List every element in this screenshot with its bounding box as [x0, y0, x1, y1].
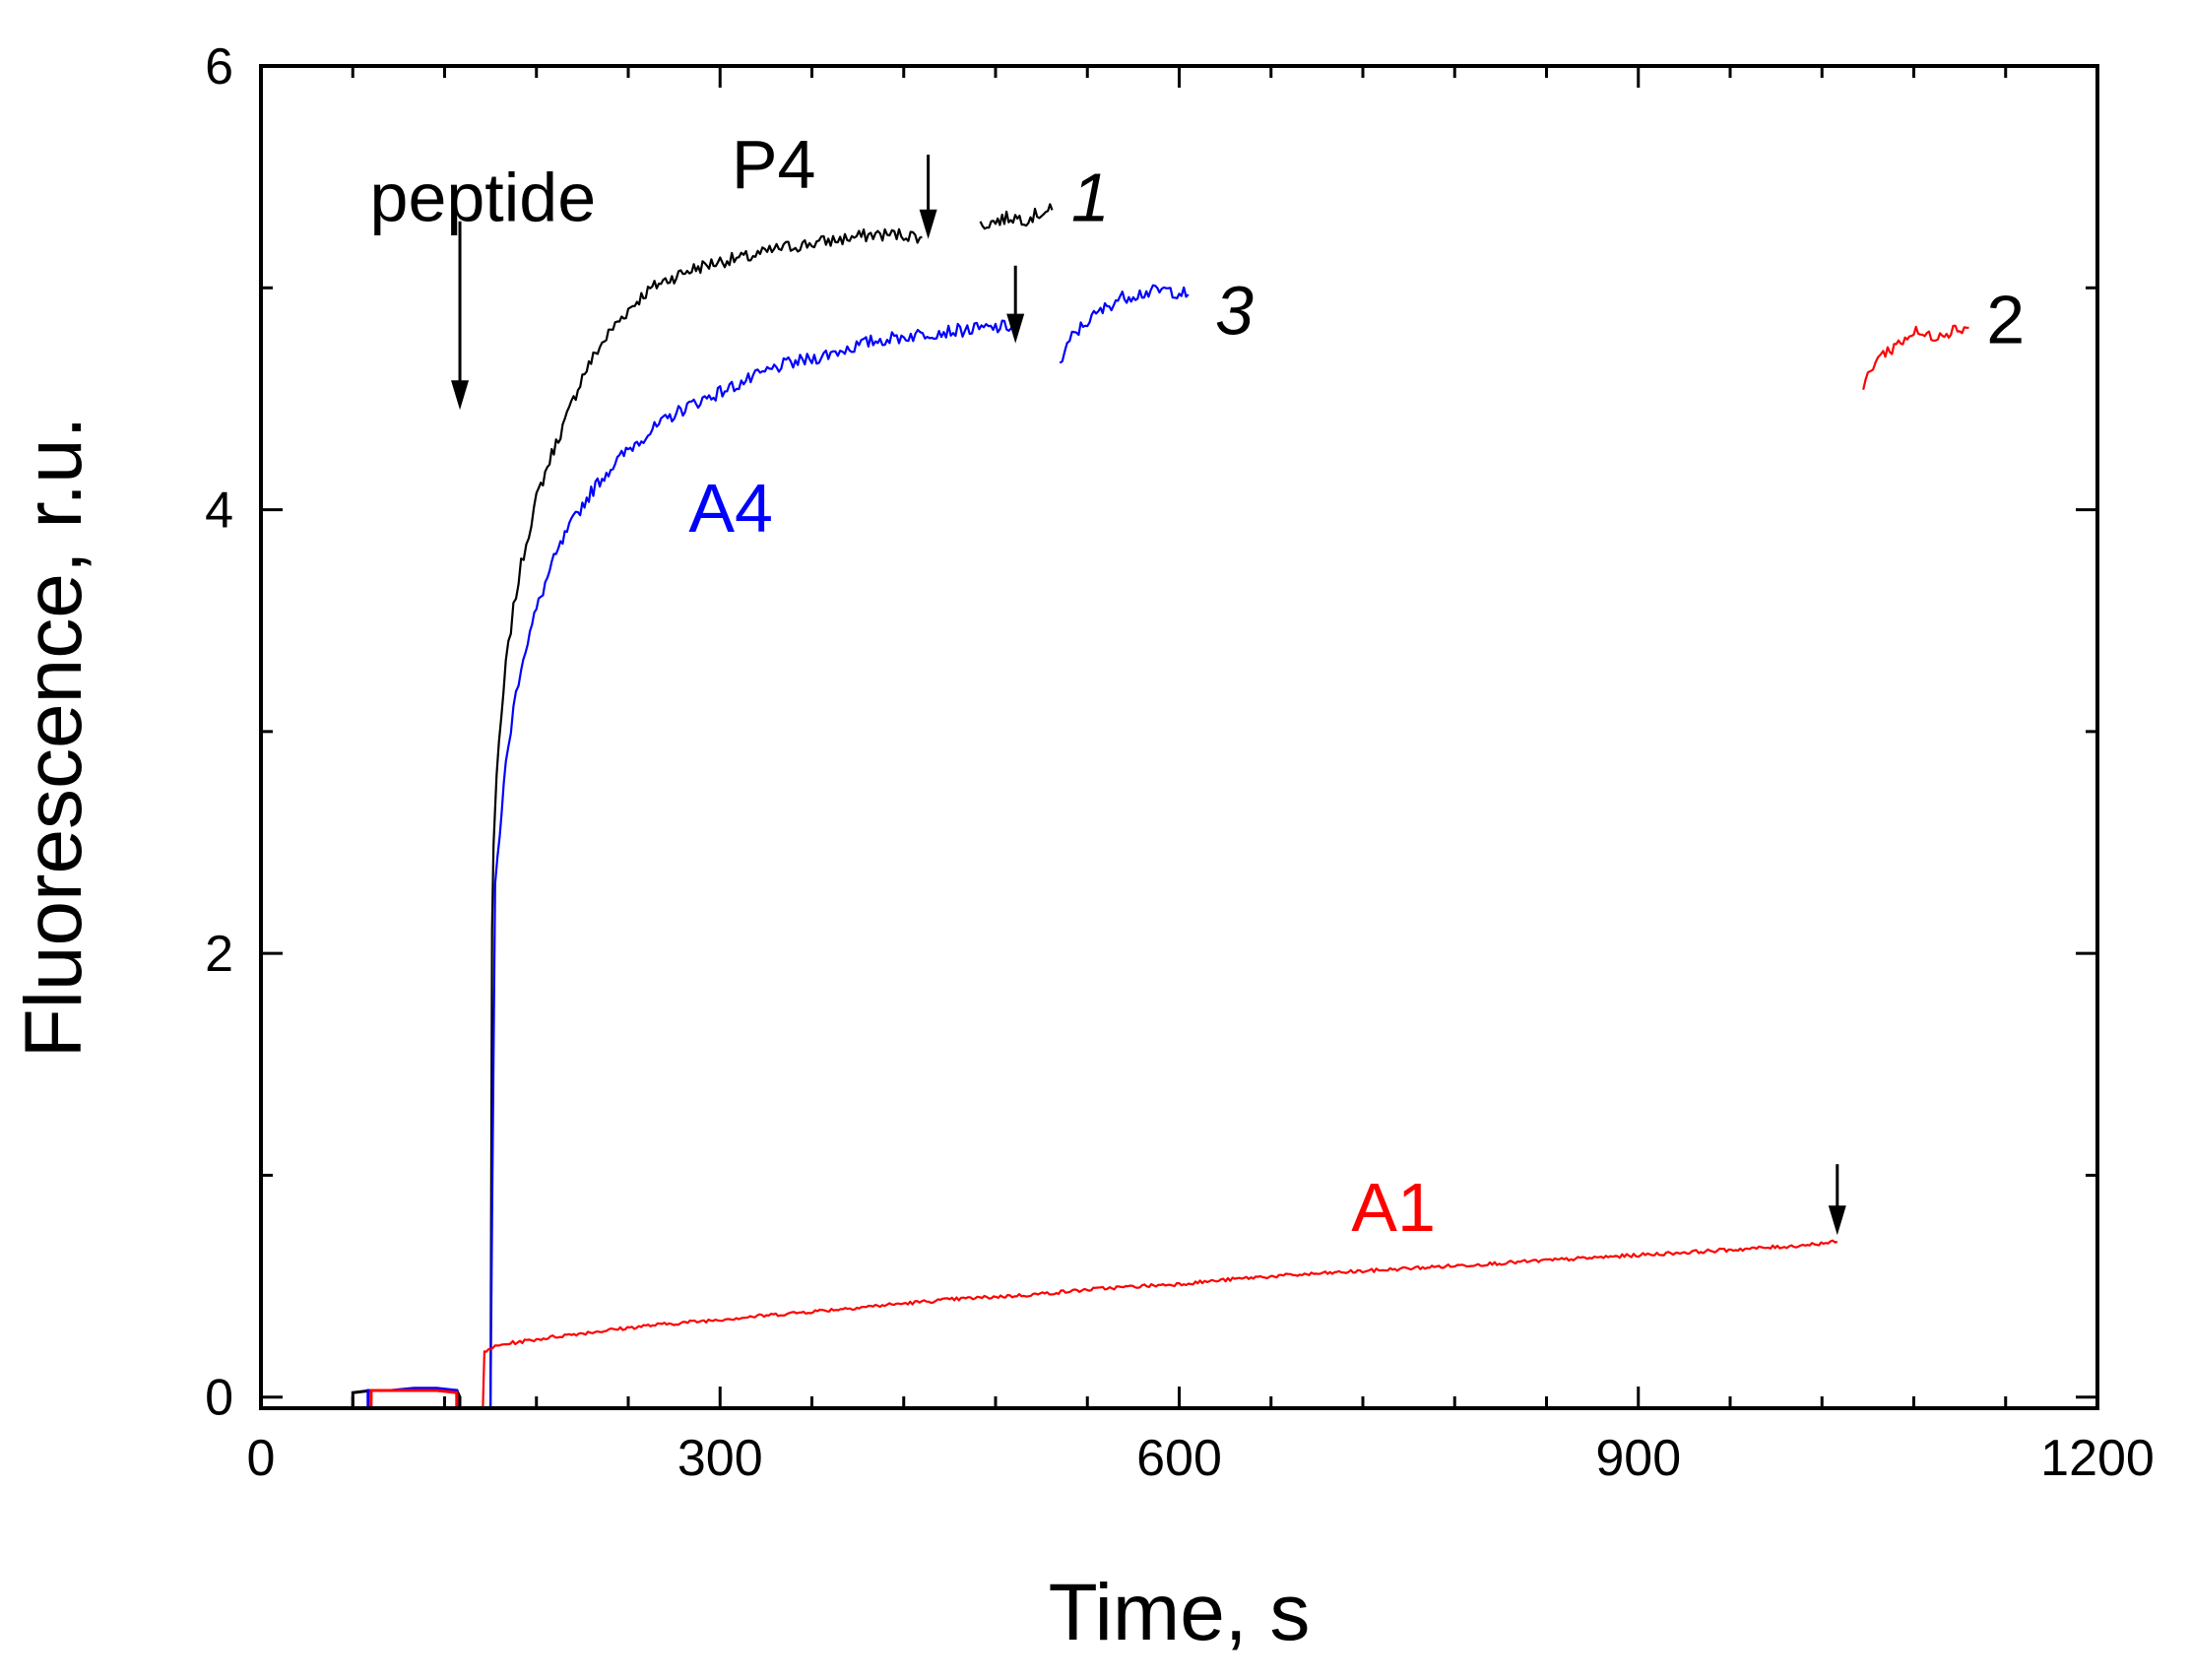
ticks-layer [259, 64, 2099, 1408]
label-2: 2 [1986, 282, 2025, 358]
label-a1: A1 [1351, 1169, 1436, 1246]
label-3: 3 [1215, 273, 1254, 350]
annotations-layer: peptide P4 1 3 A4 2 A1 [370, 126, 2026, 1246]
x-tick-label-300: 300 [677, 1430, 763, 1487]
y-tick-label-2: 2 [205, 926, 233, 983]
x-tick-label-600: 600 [1136, 1430, 1222, 1487]
trace-a1-segment-2 [1862, 324, 1969, 390]
trace-a4-segment-2 [1059, 284, 1190, 364]
series-layer [482, 203, 1969, 1409]
series-a4 [489, 284, 1190, 1409]
trace-p4-segment-2 [979, 203, 1054, 230]
arrow-3 [1006, 265, 1025, 344]
trace-p4-segment-1 [489, 227, 923, 1409]
x-axis-title: Time, s [1049, 1568, 1311, 1657]
label-peptide: peptide [370, 160, 597, 236]
x-tick-label-1200: 1200 [2040, 1430, 2155, 1487]
peptide-arrow [451, 221, 470, 411]
y-tick-label-6: 6 [205, 38, 233, 96]
label-a4: A4 [688, 470, 773, 547]
label-p4: P4 [732, 126, 816, 203]
trace-a4-segment-1 [489, 319, 1016, 1409]
y-tick-label-4: 4 [205, 483, 233, 540]
baseline-a4 [366, 1387, 459, 1408]
arrows-layer [451, 155, 1846, 1236]
x-tick-label-0: 0 [247, 1430, 276, 1487]
arrow-2 [1828, 1164, 1846, 1236]
trace-a1-segment-1 [482, 1239, 1838, 1407]
series-a1 [482, 324, 1969, 1407]
plot-frame [259, 64, 2099, 1410]
tick-labels: 0 300 600 900 1200 0 2 4 6 [205, 38, 2155, 1487]
y-axis-title: Fluorescence, r.u. [9, 417, 98, 1059]
series-p4 [489, 203, 1054, 1409]
baselines-layer [351, 1387, 462, 1408]
baseline-a1 [369, 1389, 459, 1408]
y-tick-label-0: 0 [205, 1370, 233, 1427]
arrow-1 [919, 155, 937, 239]
x-tick-label-900: 900 [1595, 1430, 1681, 1487]
label-1: 1 [1071, 160, 1110, 236]
